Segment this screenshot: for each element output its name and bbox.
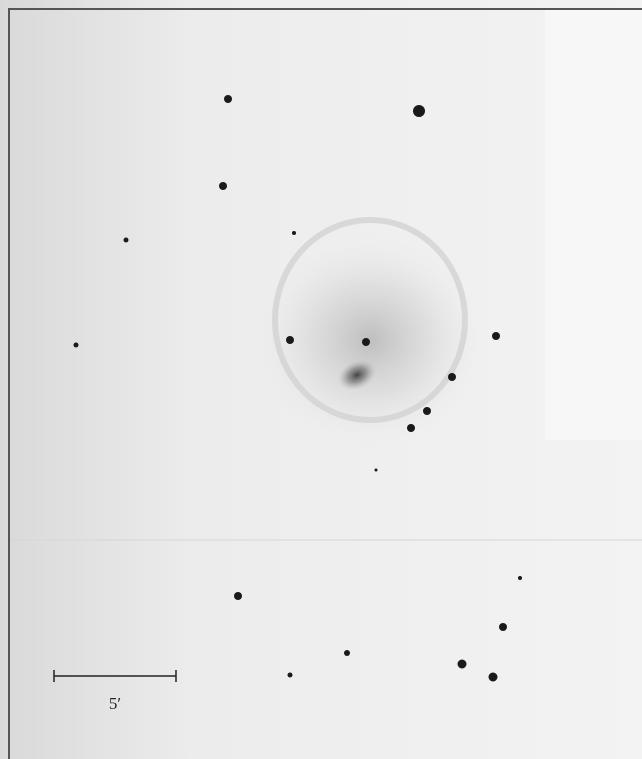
star — [518, 576, 522, 580]
stars — [73, 95, 522, 682]
star — [73, 342, 79, 348]
star — [423, 407, 431, 415]
star — [286, 336, 294, 344]
star — [499, 623, 507, 631]
frame — [8, 8, 642, 759]
star — [219, 182, 227, 190]
star — [413, 105, 425, 117]
star — [287, 672, 293, 678]
page-bleed — [545, 10, 642, 440]
star — [492, 332, 500, 340]
star — [407, 424, 415, 432]
star — [292, 231, 296, 235]
star — [448, 373, 456, 381]
galaxy-ring — [272, 217, 468, 423]
star — [488, 672, 498, 682]
star — [457, 659, 467, 669]
star — [123, 237, 129, 243]
star — [374, 468, 378, 472]
galaxy-core — [337, 359, 377, 391]
scale-bar-label: 5′ — [109, 694, 121, 713]
scale-bar — [53, 670, 177, 682]
star — [344, 650, 350, 656]
star — [234, 592, 242, 600]
star — [224, 95, 232, 103]
star — [362, 338, 370, 346]
